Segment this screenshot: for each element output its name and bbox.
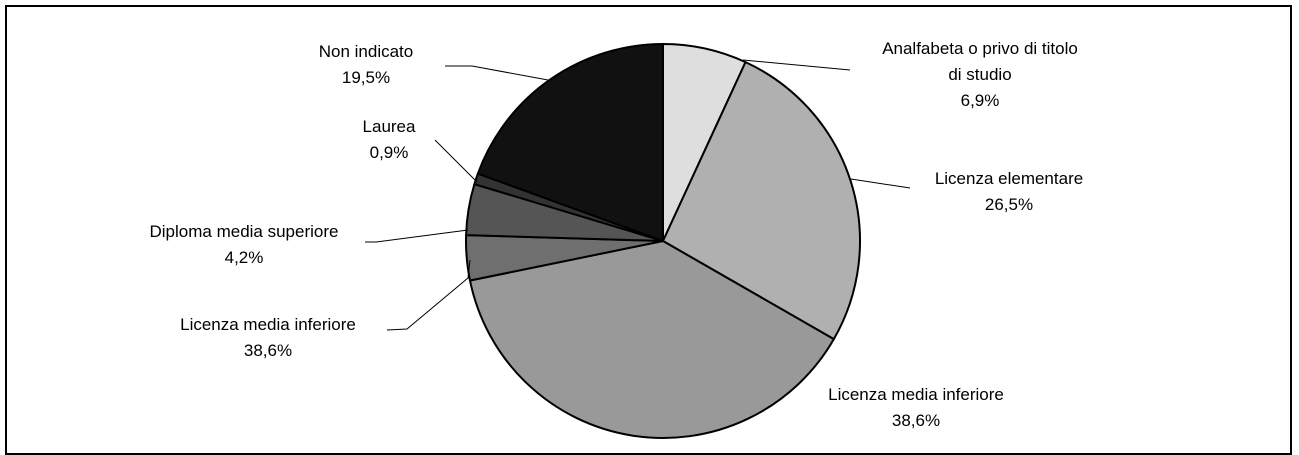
slice-label: Diploma media superiore 4,2% xyxy=(150,222,339,267)
slice-label: Licenza elementare 26,5% xyxy=(935,169,1083,214)
slice-percent: 38,6% xyxy=(892,411,940,430)
slice-label-line: Analfabeta o privo di titolo xyxy=(882,39,1078,58)
slice-labels: Analfabeta o privo di titolo di studio 6,9… xyxy=(150,39,1084,430)
pie-slice xyxy=(662,61,861,341)
leader-line xyxy=(386,259,471,331)
slice-label: Licenza media inferiore 38,6% xyxy=(828,385,1004,430)
slice-percent: 19,5% xyxy=(342,68,390,87)
slice-label-line: di studio xyxy=(948,65,1011,84)
pie-slice xyxy=(469,240,835,439)
slice-label: Laurea 0,9% xyxy=(363,117,416,162)
leader-line xyxy=(445,65,549,81)
leader-line xyxy=(850,178,911,189)
leader-line xyxy=(365,229,469,243)
slice-label: Licenza media inferiore 38,6% xyxy=(180,315,356,360)
leader-line xyxy=(434,139,478,183)
slice-label: Non indicato 19,5% xyxy=(319,42,414,87)
slice-percent: 6,9% xyxy=(961,91,1000,110)
slice-label-line: Non indicato xyxy=(319,42,414,61)
leader-line xyxy=(742,59,851,71)
slice-label-line: Licenza media inferiore xyxy=(828,385,1004,404)
leader-lines xyxy=(365,59,911,331)
slice-percent: 0,9% xyxy=(370,143,409,162)
slice-label: Analfabeta o privo di titolo di studio 6,9… xyxy=(882,39,1078,110)
slice-label-line: Licenza media inferiore xyxy=(180,315,356,334)
pie-slice xyxy=(476,43,664,242)
slice-percent: 26,5% xyxy=(985,195,1033,214)
slice-label-line: Licenza elementare xyxy=(935,169,1083,188)
slice-percent: 4,2% xyxy=(225,248,264,267)
slice-label-line: Diploma media superiore xyxy=(150,222,339,241)
slice-percent: 38,6% xyxy=(244,341,292,360)
pie-slices xyxy=(465,43,861,439)
slice-label-line: Laurea xyxy=(363,117,416,136)
